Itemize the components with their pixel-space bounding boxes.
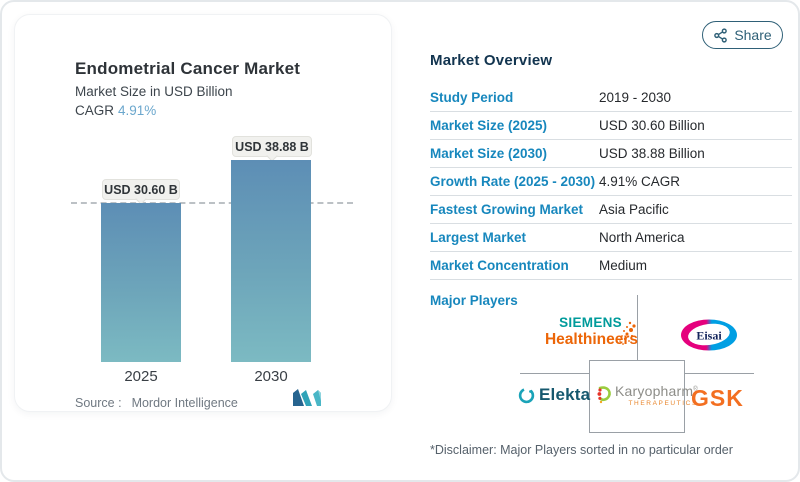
overview-heading: Market Overview	[430, 52, 553, 69]
chart-subtitle: Market Size in USD Billion	[75, 84, 233, 99]
bar-2030	[231, 160, 311, 362]
table-row: Market Size (2025) USD 30.60 Billion	[430, 112, 792, 140]
gsk-logo: GSK	[691, 385, 744, 411]
row-label: Market Concentration	[430, 258, 569, 273]
x-axis-label-2025: 2025	[124, 368, 158, 385]
elekta-circle-icon	[518, 387, 535, 404]
karyopharm-logo: Karyopharm® THERAPEUTICS	[595, 383, 698, 407]
table-row: Market Concentration Medium	[430, 252, 792, 280]
overview-table: Study Period 2019 - 2030 Market Size (20…	[430, 84, 792, 280]
row-value: 2019 - 2030	[599, 90, 672, 105]
bar-2025	[101, 203, 181, 362]
bar-value-callout-2025: USD 30.60 B	[102, 179, 180, 200]
karyopharm-swirl-icon	[595, 385, 613, 405]
karyopharm-frame-box	[589, 360, 685, 433]
bar-value-2030: USD 38.88 B	[235, 139, 309, 154]
row-label: Largest Market	[430, 230, 527, 245]
row-value: Medium	[599, 258, 648, 273]
siemens-wordmark: SIEMENS	[559, 315, 622, 330]
row-label: Market Size (2025)	[430, 118, 548, 133]
karyopharm-wordmark: Karyopharm®	[615, 383, 698, 399]
source-label: Source :	[75, 396, 122, 410]
bar-value-callout-2030: USD 38.88 B	[232, 136, 312, 157]
table-row: Fastest Growing Market Asia Pacific	[430, 196, 792, 224]
cagr-value: 4.91%	[118, 103, 157, 118]
share-label: Share	[734, 27, 772, 43]
eisai-logo: Eisai	[680, 318, 738, 357]
row-value: Asia Pacific	[599, 202, 669, 217]
siemens-healthineers-logo: SIEMENS Healthineers	[520, 315, 638, 348]
share-icon	[713, 27, 728, 43]
cagr-label: CAGR	[75, 103, 115, 118]
karyopharm-therapeutics-label: THERAPEUTICS	[628, 400, 698, 407]
table-row: Study Period 2019 - 2030	[430, 84, 792, 112]
table-row: Growth Rate (2025 - 2030) 4.91% CAGR	[430, 168, 792, 196]
share-button[interactable]: Share	[702, 21, 783, 49]
eisai-wordmark: Eisai	[696, 329, 722, 343]
source-attribution: Source : Mordor Intelligence	[75, 396, 238, 410]
elekta-logo: Elekta	[518, 385, 590, 405]
row-label: Study Period	[430, 90, 514, 105]
row-label: Growth Rate (2025 - 2030)	[430, 174, 596, 189]
source-value: Mordor Intelligence	[131, 396, 238, 410]
chart-cagr-line: CAGR 4.91%	[75, 103, 156, 118]
row-label: Market Size (2030)	[430, 146, 548, 161]
connector-vertical-line	[637, 295, 638, 360]
x-axis-label-2030: 2030	[254, 368, 288, 385]
major-players-label: Major Players	[430, 293, 518, 308]
bar-value-2025: USD 30.60 B	[104, 182, 178, 197]
reference-dashed-line	[71, 202, 353, 204]
elekta-wordmark: Elekta	[539, 385, 591, 404]
row-value: 4.91% CAGR	[599, 174, 681, 189]
table-row: Market Size (2030) USD 38.88 Billion	[430, 140, 792, 168]
mordor-intelligence-logo-icon	[293, 388, 321, 411]
chart-title: Endometrial Cancer Market	[75, 59, 301, 78]
row-value: USD 38.88 Billion	[599, 146, 705, 161]
disclaimer-text: *Disclaimer: Major Players sorted in no …	[430, 443, 733, 457]
table-row: Largest Market North America	[430, 224, 792, 252]
connector-left-line	[520, 373, 589, 374]
row-value: USD 30.60 Billion	[599, 118, 705, 133]
healthineers-wordmark: Healthineers	[544, 330, 638, 348]
row-label: Fastest Growing Market	[430, 202, 584, 217]
siemens-dots-icon	[614, 320, 636, 355]
row-value: North America	[599, 230, 685, 245]
connector-right-line	[685, 373, 754, 374]
market-chart-card: Endometrial Cancer Market Market Size in…	[14, 14, 392, 412]
